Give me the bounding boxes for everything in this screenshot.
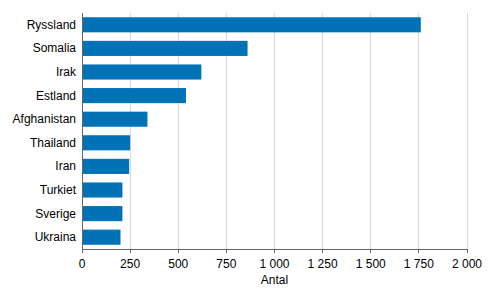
grid-line (418, 13, 419, 249)
bar (82, 88, 186, 103)
tick-label: 2 000 (452, 257, 482, 271)
bar (82, 64, 201, 79)
bars (82, 17, 421, 245)
chart: 0 250 500 750 1 000 1 250 1 500 1 750 2 000 Ryssl… (0, 0, 497, 304)
tick-mark (370, 249, 371, 253)
bar (82, 112, 147, 127)
bar (82, 17, 421, 32)
tick-mark (178, 249, 179, 253)
grid-line (274, 13, 275, 249)
category-label: Afghanistan (13, 112, 76, 126)
tick-label: 1 250 (308, 257, 338, 271)
category-label: Somalia (33, 41, 77, 55)
bar (82, 159, 129, 174)
category-label: Iran (55, 159, 76, 173)
tick-mark (130, 249, 131, 253)
bar (82, 41, 248, 56)
grid-line (467, 13, 468, 249)
axis-line (82, 249, 467, 250)
tick-label: 750 (216, 257, 236, 271)
category-label: Thailand (30, 136, 76, 150)
tick-mark (226, 249, 227, 253)
category-label: Estland (36, 89, 76, 103)
category-label: Sverige (35, 207, 76, 221)
category-label: Irak (56, 65, 77, 79)
category-label: Turkiet (40, 183, 77, 197)
tick-label: 1 000 (259, 257, 289, 271)
grid-line (322, 13, 323, 249)
tick-label: 1 500 (356, 257, 386, 271)
tick-label: 1 750 (404, 257, 434, 271)
tick-mark (467, 249, 468, 253)
tick-mark (82, 249, 83, 253)
bar (82, 135, 130, 150)
bar (82, 182, 122, 197)
tick-mark (418, 249, 419, 253)
axis-title: Antal (261, 273, 288, 287)
bar (82, 206, 122, 221)
axis-line (82, 13, 83, 249)
category-label: Ukraina (35, 230, 77, 244)
tick-label: 250 (120, 257, 140, 271)
tick-label: 500 (168, 257, 188, 271)
tick-mark (274, 249, 275, 253)
tick-label: 0 (79, 257, 86, 271)
grid-line (82, 13, 83, 249)
grid-line (370, 13, 371, 249)
tick-mark (322, 249, 323, 253)
category-label: Ryssland (27, 18, 76, 32)
bar (82, 230, 121, 245)
